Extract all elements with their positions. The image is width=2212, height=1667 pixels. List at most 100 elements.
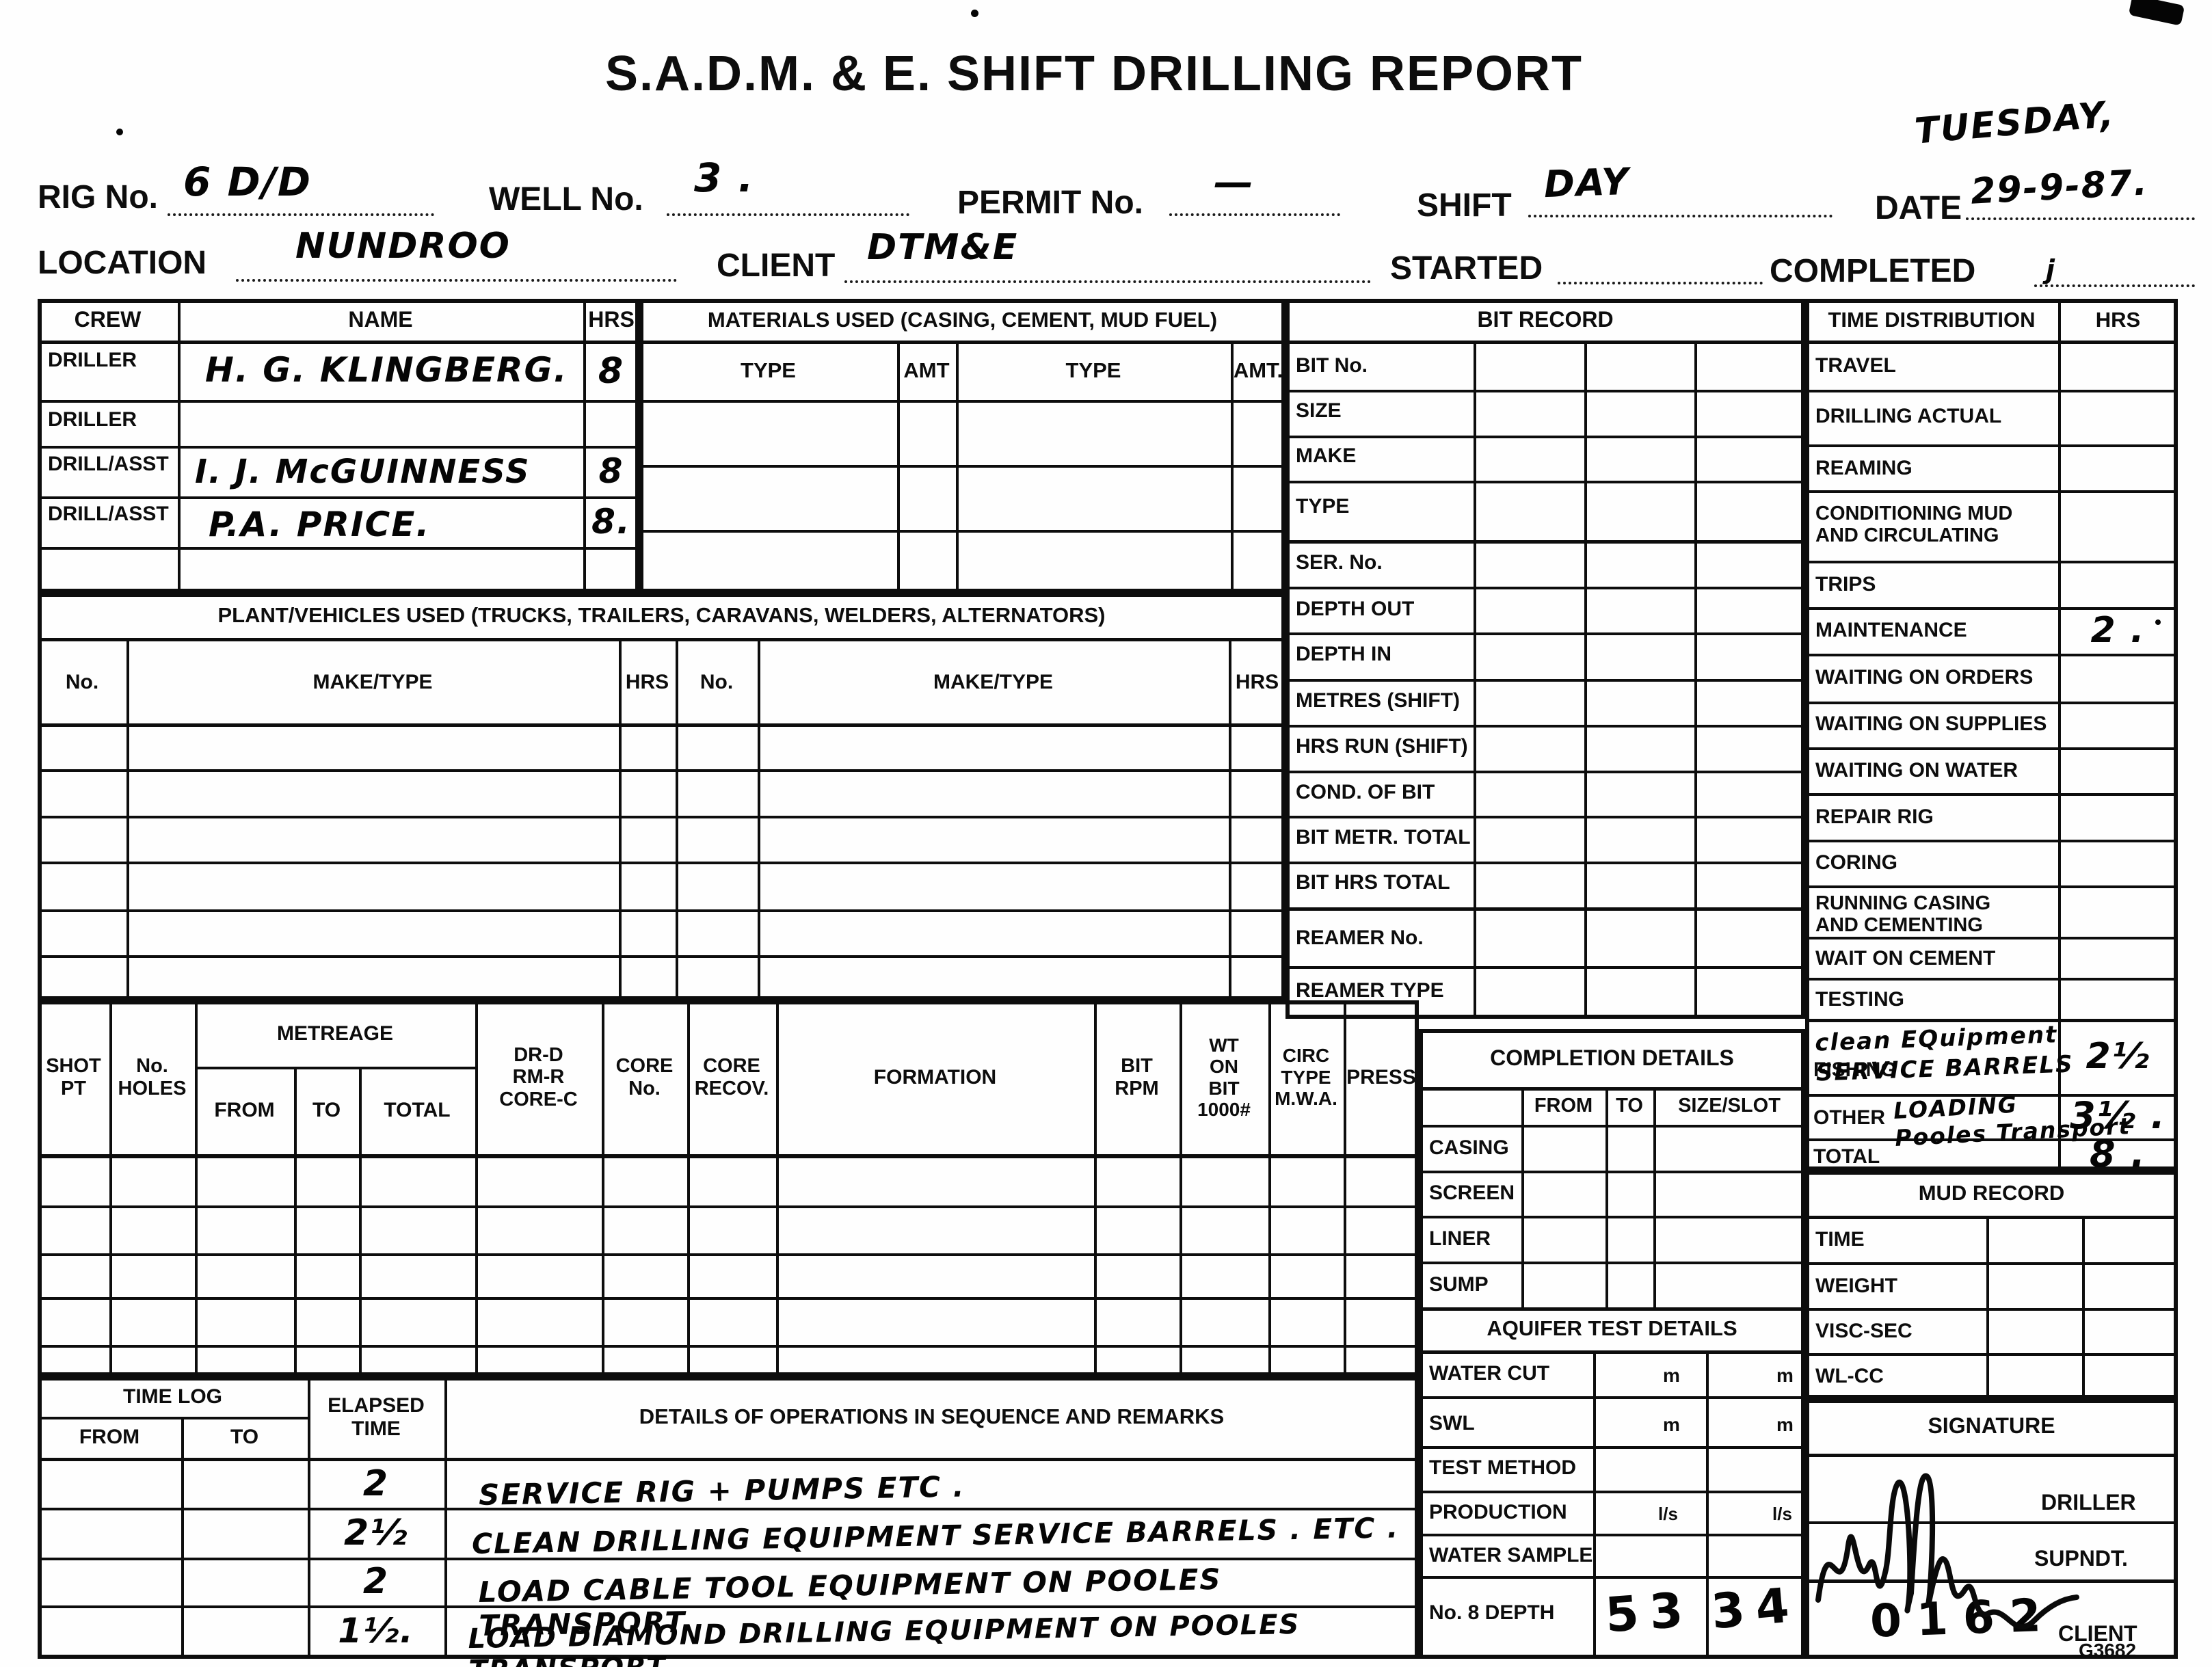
bit-record-table	[1285, 299, 1805, 1019]
grid-line	[1419, 1262, 1805, 1264]
grid-line	[38, 446, 639, 449]
grid-line	[444, 1376, 447, 1659]
plant-hrs1-header: HRS	[625, 671, 669, 694]
fishing-note-handwritten: clean EQuipment SERVICE BARRELS	[1814, 1021, 2075, 1087]
started-label: STARTED	[1390, 250, 1543, 286]
grid-line	[1285, 816, 1805, 818]
bit-record-row-label: MAKE	[1296, 444, 1357, 467]
time-dist-row-label: TESTING	[1815, 988, 1905, 1011]
grid-line	[1805, 1094, 2178, 1097]
metreage-to-header: TO	[312, 1099, 341, 1122]
time-distribution-hrs-header: HRS	[2095, 307, 2141, 332]
materials-type1-header: TYPE	[741, 358, 796, 382]
bit-record-row-label: METRES (SHIFT)	[1296, 689, 1460, 712]
grid-line	[38, 723, 1285, 727]
bit-record-title: BIT RECORD	[1477, 307, 1614, 332]
crew-role: DRILL/ASST	[48, 453, 169, 475]
grid-line	[1805, 1579, 2178, 1583]
grid-line	[1805, 561, 2178, 563]
bit-record-row-label: REAMER No.	[1296, 926, 1424, 949]
grid-line	[1419, 1350, 1805, 1354]
completion-row-label: SCREEN	[1429, 1182, 1515, 1204]
time-log-table	[38, 1376, 1419, 1659]
grid-line	[1285, 436, 1805, 438]
grid-line	[1805, 1308, 2178, 1311]
aquifer-unit: l/s	[1772, 1504, 1792, 1524]
grid-line	[1805, 1353, 2178, 1356]
grid-line	[1419, 1307, 1805, 1311]
time-dist-row-label: MAINTENANCE	[1815, 619, 1967, 641]
grid-line	[1344, 1000, 1346, 1376]
grid-line	[1805, 654, 2178, 656]
grid-line	[1419, 1491, 1805, 1493]
elapsed-value-handwritten: 1½.	[338, 1611, 414, 1651]
aquifer-unit: m	[1663, 1365, 1680, 1386]
grid-line	[38, 862, 1285, 864]
bit-record-row-label: BIT METR. TOTAL	[1296, 826, 1471, 849]
grid-line	[602, 1000, 604, 1376]
grid-line	[38, 400, 639, 403]
grid-line	[38, 1605, 1419, 1608]
aquifer-unit: l/s	[1658, 1504, 1678, 1524]
grid-line	[38, 769, 1285, 772]
grid-line	[38, 1417, 308, 1419]
time-dist-row-label: WAITING ON WATER	[1815, 759, 2018, 782]
grid-line	[1805, 840, 2178, 842]
plant-make2-header: MAKE/TYPE	[933, 671, 1054, 694]
bit-rpm-header: BIT RPM	[1115, 1055, 1159, 1099]
depth-value-handwritten: 34	[1709, 1576, 1802, 1640]
bit-record-row-label: BIT No.	[1296, 354, 1368, 377]
plant-no1-header: No.	[65, 671, 99, 694]
grid-line	[1706, 1350, 1709, 1659]
driller-signature	[1815, 1473, 2079, 1630]
client-underline	[844, 224, 1371, 283]
total-row-label: TOTAL	[1813, 1145, 1880, 1168]
grid-line	[758, 641, 760, 1000]
grid-line	[195, 1067, 475, 1069]
grid-line	[308, 1376, 310, 1659]
weekday-note-handwritten: TUESDAY,	[1913, 94, 2116, 152]
metreage-total-header: TOTAL	[384, 1099, 451, 1122]
aquifer-row-label: WATER SAMPLE	[1429, 1544, 1593, 1566]
grid-line	[38, 1458, 1419, 1461]
grid-line	[776, 1000, 779, 1376]
formation-header: FORMATION	[873, 1065, 997, 1089]
completed-stray-mark: j	[2046, 254, 2057, 284]
completion-details-title: COMPLETION DETAILS	[1490, 1045, 1734, 1070]
grid-line	[38, 341, 639, 344]
aquifer-row-label: PRODUCTION	[1429, 1501, 1567, 1523]
shift-underline	[1528, 159, 1833, 217]
aquifer-unit: m	[1776, 1365, 1794, 1386]
grid-line	[475, 1000, 478, 1376]
drill-log-table	[38, 1000, 1419, 1376]
crew-role: DRILL/ASST	[48, 503, 169, 525]
metreage-header: METREAGE	[276, 1022, 393, 1045]
time-dist-row-label: CONDITIONING MUD AND CIRCULATING	[1815, 503, 2013, 547]
aquifer-row-label: SWL	[1429, 1412, 1475, 1435]
grid-line	[1605, 1087, 1608, 1307]
time-log-to-header: TO	[230, 1426, 259, 1449]
completion-from-header: FROM	[1534, 1095, 1593, 1117]
grid-line	[38, 496, 639, 499]
crew-hrs-handwritten: 8.	[591, 502, 631, 542]
grid-line	[1805, 1454, 2178, 1457]
page-title: S.A.D.M. & E. SHIFT DRILLING REPORT	[604, 46, 1584, 101]
crew-col-header: CREW	[74, 307, 142, 332]
bit-record-row-label: REAMER TYPE	[1296, 979, 1444, 1002]
aquifer-row-label: TEST METHOD	[1429, 1456, 1576, 1479]
grid-line	[1805, 490, 2178, 493]
grid-line	[1285, 771, 1805, 773]
scan-artifact	[971, 10, 978, 17]
grid-line	[1180, 1000, 1182, 1376]
aquifer-unit: m	[1663, 1414, 1680, 1435]
bit-record-row-label: SER. No.	[1296, 551, 1383, 574]
grid-line	[1285, 725, 1805, 728]
other-hrs-handwritten: 3½ .	[2070, 1093, 2166, 1137]
grid-line	[1285, 390, 1805, 392]
grid-line	[1521, 1087, 1524, 1307]
metreage-from-header: FROM	[214, 1099, 275, 1122]
press-header: PRESS	[1346, 1065, 1416, 1089]
time-log-from-header: FROM	[79, 1426, 140, 1449]
grid-line	[639, 465, 1285, 468]
time-distribution-table	[1805, 299, 2178, 1171]
